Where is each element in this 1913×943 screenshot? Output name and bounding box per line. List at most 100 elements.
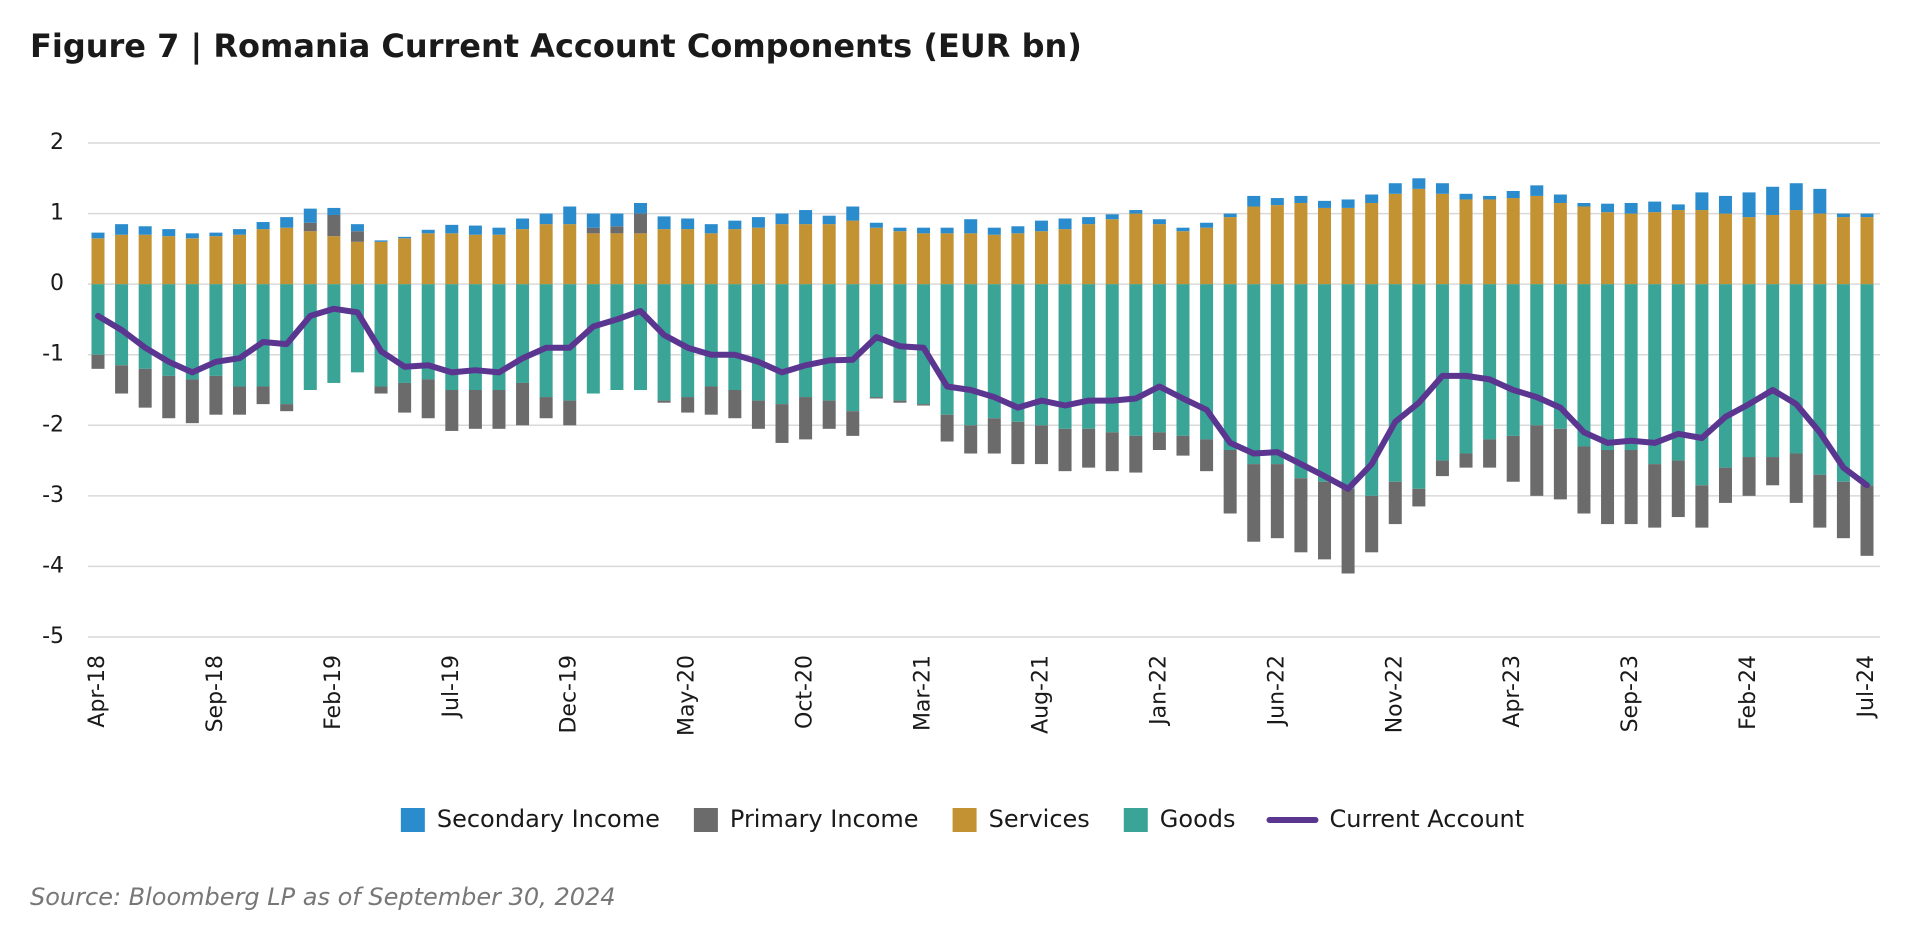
bar-segment — [704, 224, 718, 234]
bar-segment — [1011, 226, 1025, 234]
bar-segment — [681, 284, 695, 398]
bar-segment — [233, 234, 247, 285]
bar-segment — [1766, 284, 1780, 458]
legend-swatch — [693, 808, 718, 832]
bar-segment — [1860, 217, 1874, 285]
y-tick-label: -5 — [42, 624, 64, 649]
bar-segment — [256, 222, 270, 230]
bar-segment — [1860, 284, 1874, 486]
bar-segment — [1105, 432, 1119, 472]
bar-segment — [563, 224, 577, 285]
bar-segment — [964, 284, 978, 426]
bar-segment — [1530, 185, 1544, 196]
bar-segment — [185, 284, 199, 380]
bar-segment — [704, 284, 718, 387]
bar-segment — [633, 202, 647, 214]
bar-segment — [1483, 439, 1497, 468]
bar-segment — [1836, 217, 1850, 285]
bar-segment — [398, 382, 412, 413]
bar-segment — [350, 241, 364, 285]
bar-segment — [728, 220, 742, 230]
bar-segment — [1247, 284, 1261, 465]
bar-segment — [398, 236, 412, 239]
bar-segment — [586, 284, 600, 394]
bar-segment — [987, 418, 1001, 454]
legend-label: Current Account — [1329, 805, 1524, 833]
legend-label: Secondary Income — [437, 805, 660, 833]
bar-segment — [610, 213, 624, 227]
legend-swatch — [952, 808, 977, 832]
bar-segment — [421, 284, 435, 380]
bar-segment — [138, 284, 152, 369]
bar-segment — [115, 284, 129, 366]
bar-segment — [115, 365, 129, 394]
bar-segment — [445, 233, 459, 285]
bar-segment — [1152, 219, 1166, 225]
bar-segment — [1813, 188, 1827, 214]
bar-segment — [1176, 231, 1190, 285]
bar-segment — [516, 218, 530, 230]
bar-segment — [1813, 213, 1827, 285]
bar-segment — [940, 227, 954, 234]
bar-segment — [209, 375, 223, 415]
legend-label: Goods — [1160, 805, 1236, 833]
bar-segment — [940, 414, 954, 442]
bar-segment — [1459, 193, 1473, 200]
bar-segment — [303, 222, 317, 232]
y-tick-label: -4 — [42, 553, 64, 578]
bar-segment — [209, 236, 223, 285]
bar-segment — [775, 213, 789, 225]
bar-segment — [1624, 449, 1638, 525]
bar-segment — [1836, 481, 1850, 539]
bar-segment — [1553, 428, 1567, 500]
bar-segment — [1695, 210, 1709, 285]
bar-segment — [1718, 213, 1732, 285]
bar-segment — [799, 397, 813, 440]
bar-segment — [256, 386, 270, 405]
bar-segment — [1742, 284, 1756, 458]
bar-segment — [1082, 217, 1096, 225]
bar-segment — [563, 284, 577, 401]
bar-segment — [1270, 198, 1284, 206]
bar-segment — [1176, 284, 1190, 436]
bar-segment — [1294, 195, 1308, 203]
bar-segment — [586, 213, 600, 228]
bar-segment — [1459, 284, 1473, 454]
bar-segment — [421, 229, 435, 234]
bar-segment — [1129, 213, 1143, 285]
x-tick-label: Feb-24 — [1736, 655, 1761, 730]
x-tick-label: Dec-19 — [557, 655, 582, 734]
bar-segment — [256, 229, 270, 285]
bar-segment — [1388, 183, 1402, 194]
bar-segment — [917, 227, 931, 234]
bar-segment — [374, 284, 388, 387]
bar-segment — [1601, 203, 1615, 213]
bar-segment — [657, 216, 671, 230]
bar-segment — [1718, 195, 1732, 214]
bar-segment — [1341, 207, 1355, 285]
bar-segment — [1577, 206, 1591, 285]
bar-segment — [1058, 229, 1072, 285]
bar-segment — [1530, 284, 1544, 426]
bar-segment — [846, 411, 860, 436]
bar-segment — [1129, 284, 1143, 436]
bar-segment — [516, 382, 530, 426]
bar-segment — [586, 233, 600, 285]
bar-segment — [1648, 212, 1662, 285]
bar-segment — [350, 231, 364, 242]
bar-segment — [987, 227, 1001, 235]
bar-segment — [846, 284, 860, 412]
bar-segment — [115, 234, 129, 285]
bar-segment — [1223, 284, 1237, 450]
bar-segment — [468, 284, 482, 390]
bar-segment — [775, 224, 789, 285]
bar-segment — [280, 217, 294, 228]
bar-segment — [91, 284, 105, 355]
bar-segment — [1671, 460, 1685, 518]
bar-segment — [1294, 478, 1308, 553]
bar-segment — [1813, 474, 1827, 528]
bar-segment — [162, 236, 176, 285]
bar-segment — [398, 284, 412, 383]
bar-segment — [138, 368, 152, 408]
bar-segment — [350, 224, 364, 232]
